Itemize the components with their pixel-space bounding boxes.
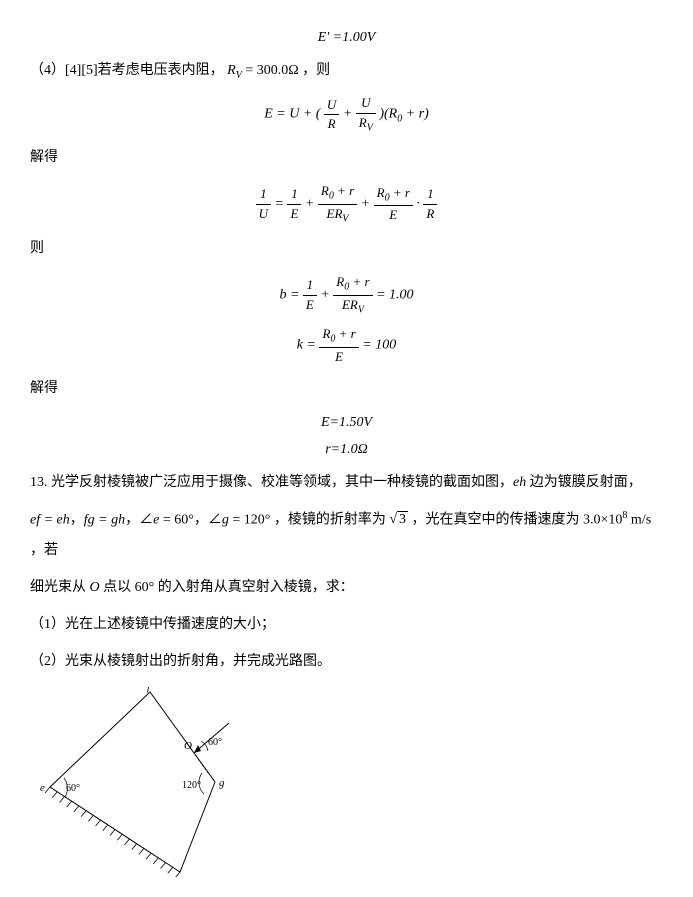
formula-e-prime: E′ =1.00V — [30, 28, 663, 48]
q13-line1: 13. 光学反射棱镜被广泛应用于摄像、校准等领域，其中一种棱镜的截面如图，eh … — [30, 468, 663, 499]
svg-text:60°: 60° — [66, 783, 80, 794]
svg-text:e: e — [40, 782, 45, 794]
line-4: （4）[4][5]若考虑电压表内阻， RV = 300.0Ω ，则 — [30, 56, 663, 87]
formula-1-over-u: 1U = 1E + R0 + rERV + R0 + rE · 1R — [30, 182, 663, 226]
q13-line2: ef = eh，fg = gh，∠e = 60°，∠g = 120° ，棱镜的折… — [30, 505, 663, 567]
q13-line3: 细光束从 O 点以 60° 的入射角从真空射入棱镜，求： — [30, 573, 663, 604]
rv-value: = 300.0Ω ，则 — [245, 63, 330, 78]
svg-text:h: h — [177, 875, 183, 877]
prism-diagram: e f g h O 60° 120° 60° — [30, 687, 280, 877]
q13-sub2: （2）光束从棱镜射出的折射角，并完成光路图。 — [30, 647, 663, 678]
rv-symbol: RV — [227, 63, 242, 78]
result-e: E=1.50V — [30, 413, 663, 433]
formula-k: k = R0 + rE = 100 — [30, 325, 663, 366]
result-r: r=1.0Ω — [30, 440, 663, 460]
jiede-1: 解得 — [30, 143, 663, 174]
formula-e-full: E = U + ( UR + URV )(R0 + r) — [30, 94, 663, 135]
svg-text:120°: 120° — [182, 780, 201, 791]
jiede-2: 解得 — [30, 374, 663, 405]
ze-1: 则 — [30, 234, 663, 265]
q13-sub1: （1）光在上述棱镜中传播速度的大小； — [30, 610, 663, 641]
svg-text:f: f — [147, 687, 152, 693]
formula-b: b = 1E + R0 + rERV = 1.00 — [30, 273, 663, 317]
svg-text:g: g — [219, 777, 225, 789]
svg-text:60°: 60° — [208, 737, 222, 748]
line-4-prefix: （4）[4][5]若考虑电压表内阻， — [30, 63, 224, 78]
svg-text:O: O — [184, 740, 192, 752]
